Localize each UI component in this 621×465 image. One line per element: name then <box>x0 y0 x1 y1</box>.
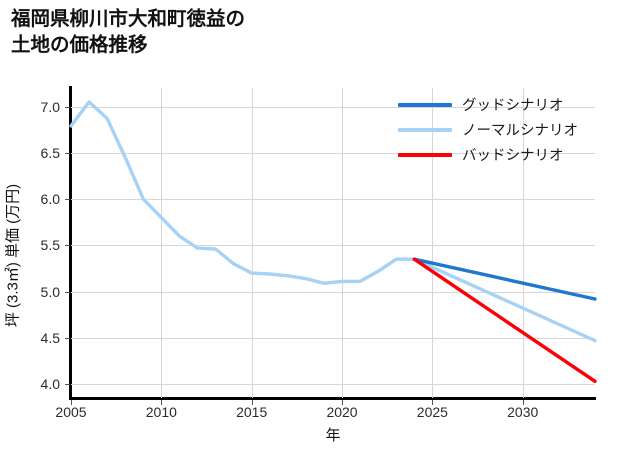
x-tick-mark <box>251 400 253 405</box>
x-tick-mark <box>71 400 72 405</box>
legend-swatch-icon <box>398 152 452 157</box>
series-lines <box>69 100 597 384</box>
gridline-y <box>71 106 595 108</box>
y-tick-mark <box>65 152 70 154</box>
chart-legend: グッドシナリオ ノーマルシナリオ バッドシナリオ <box>398 88 598 167</box>
x-tick-label: 2025 <box>416 404 448 420</box>
series-line-good <box>412 257 597 301</box>
gridline-y <box>71 384 595 386</box>
x-tick-mark <box>432 400 434 405</box>
y-tick-label: 5.5 <box>40 237 60 254</box>
y-tick-label: 5.0 <box>40 283 60 300</box>
gridline-y <box>71 291 595 293</box>
y-tick-label: 6.5 <box>40 144 60 161</box>
y-tick-label: 7.0 <box>40 98 60 115</box>
x-tick-mark <box>342 400 344 405</box>
legend-item[interactable]: バッドシナリオ <box>398 142 598 167</box>
legend-swatch-icon <box>398 102 452 107</box>
y-tick-mark <box>65 106 70 108</box>
gridline-y <box>71 152 595 154</box>
y-tick-label: 4.0 <box>40 376 60 393</box>
y-tick-label: 6.0 <box>40 191 60 208</box>
gridline-x <box>161 88 163 398</box>
y-tick-mark <box>65 199 70 201</box>
plot-area <box>69 88 597 398</box>
y-axis-title: 坪 (3.3㎡) 単価 (万円) <box>4 183 22 328</box>
x-tick-label: 2015 <box>236 404 268 420</box>
x-tick-mark <box>161 400 163 405</box>
legend-label: グッドシナリオ <box>462 98 564 114</box>
gridline-y <box>71 245 595 247</box>
legend-label: ノーマルシナリオ <box>462 123 578 139</box>
x-axis-title: 年 <box>325 427 341 444</box>
series-line-bad <box>412 257 597 384</box>
y-tick-mark <box>65 245 70 247</box>
x-axis-spine <box>69 397 596 400</box>
legend-label: バッドシナリオ <box>462 148 564 164</box>
gridline-y <box>71 337 595 339</box>
x-tick-mark <box>522 400 524 405</box>
x-tick-label: 2005 <box>55 404 87 420</box>
y-tick-mark <box>65 384 70 386</box>
legend-item[interactable]: ノーマルシナリオ <box>398 117 598 142</box>
series-line-normal <box>69 100 597 343</box>
legend-item[interactable]: グッドシナリオ <box>398 92 598 117</box>
gridline-x <box>251 88 253 398</box>
legend-swatch-icon <box>398 127 452 132</box>
gridline-x <box>432 88 434 398</box>
y-tick-mark <box>65 337 70 339</box>
gridline-x <box>342 88 344 398</box>
gridline-y <box>71 199 595 201</box>
x-tick-label: 2020 <box>326 404 358 420</box>
y-axis-spine <box>69 86 72 400</box>
y-tick-label: 4.5 <box>40 329 60 346</box>
y-tick-mark <box>65 291 70 293</box>
gridline-x <box>522 88 524 398</box>
x-tick-label: 2030 <box>507 404 539 420</box>
chart-title: 福岡県柳川市大和町徳益の 土地の価格推移 <box>11 8 246 56</box>
x-tick-label: 2010 <box>145 404 177 420</box>
